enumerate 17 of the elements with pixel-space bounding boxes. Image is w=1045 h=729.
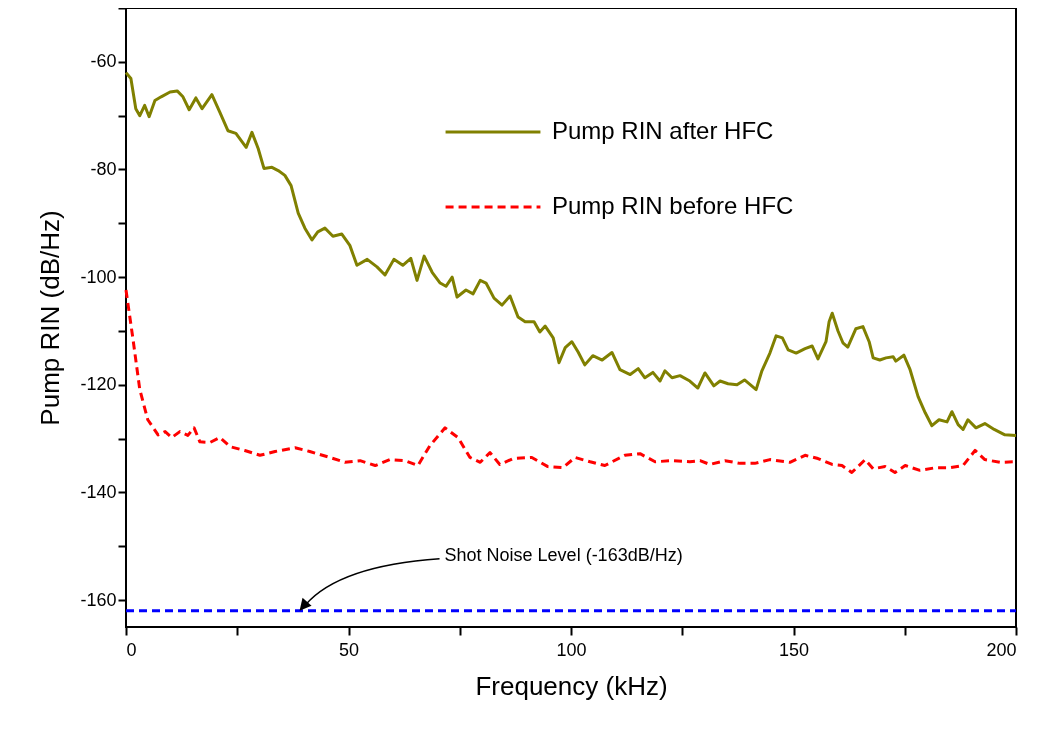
x-tick-label: 150 xyxy=(778,639,810,660)
x-tick-label: 100 xyxy=(556,639,587,660)
y-tick-label: -120 xyxy=(80,374,117,395)
x-tick-label: 200 xyxy=(986,639,1017,660)
x-tick-label: 0 xyxy=(126,639,137,660)
y-tick-label: -60 xyxy=(90,51,117,72)
legend-label: Pump RIN before HFC xyxy=(552,192,794,219)
line-series xyxy=(124,71,1018,437)
annotation: Shot Noise Level (-163dB/Hz) xyxy=(444,544,683,565)
legend-label: Pump RIN after HFC xyxy=(552,117,774,144)
y-tick-label: -100 xyxy=(80,266,117,287)
x-axis-title: Frequency (kHz) xyxy=(475,670,668,701)
y-tick-label: -80 xyxy=(90,158,117,179)
y-tick-label: -160 xyxy=(80,589,117,610)
x-tick-label: 50 xyxy=(338,639,360,660)
y-tick-label: -140 xyxy=(80,481,117,502)
y-axis-title: Pump RIN (dB/Hz) xyxy=(35,210,66,426)
